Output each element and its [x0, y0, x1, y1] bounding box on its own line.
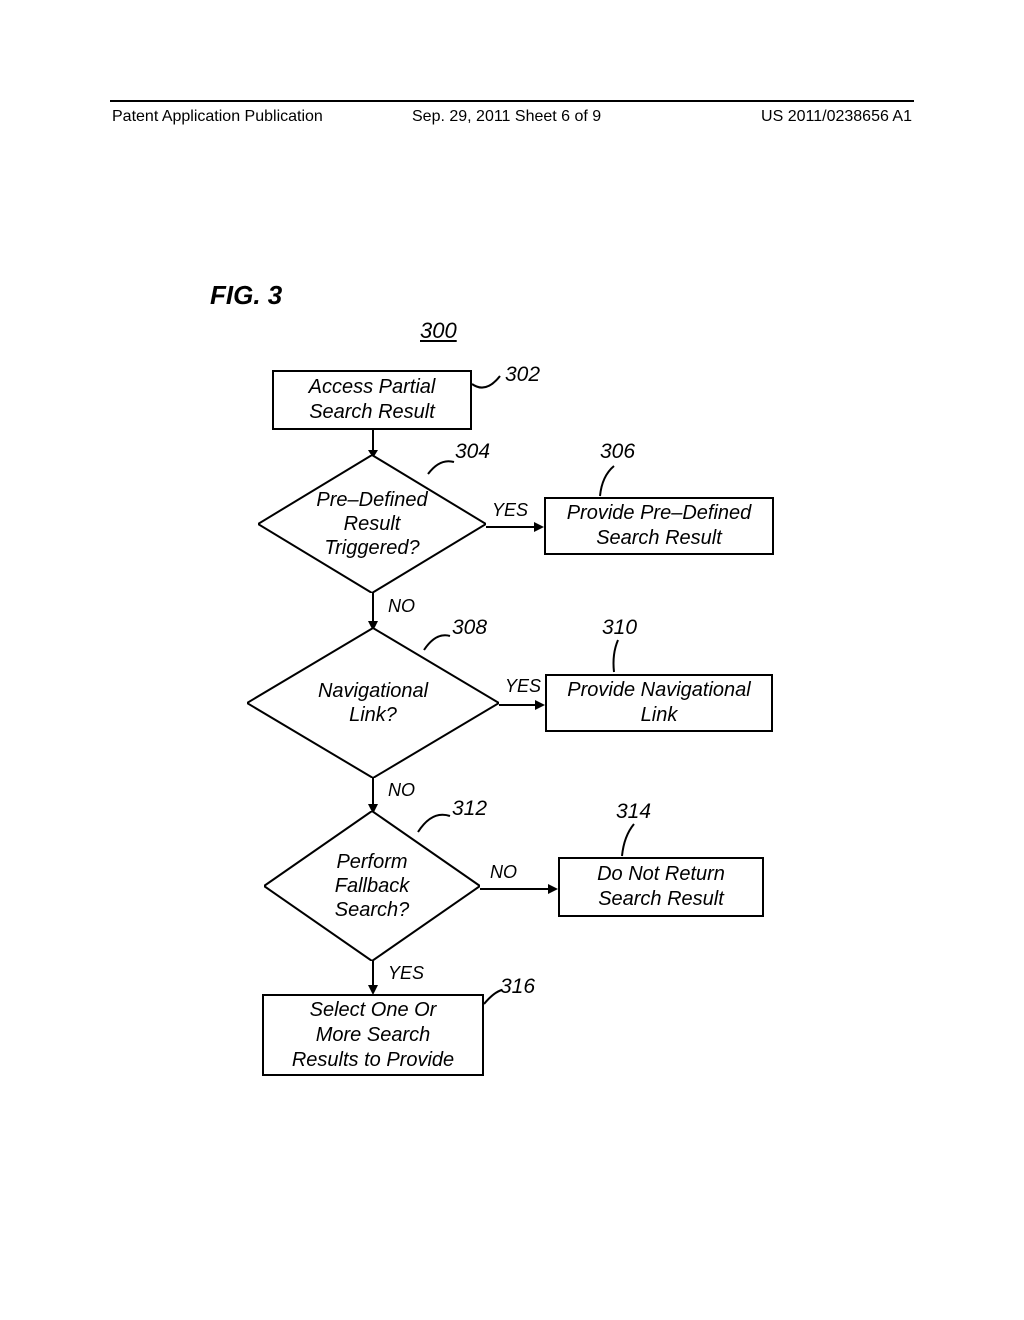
leader-306 — [596, 466, 620, 498]
arrow-312-314 — [480, 886, 558, 892]
figure-number: 300 — [420, 318, 457, 344]
process-box-310: Provide Navigational Link — [545, 674, 773, 732]
ref-302: 302 — [505, 363, 540, 387]
decision-308: Navigational Link? — [247, 628, 499, 778]
leader-316 — [484, 988, 504, 1008]
ref-306: 306 — [600, 440, 635, 464]
diamond-304-text: Pre–Defined Result Triggered? — [316, 488, 427, 560]
arrow-308-310 — [499, 702, 545, 708]
process-box-306: Provide Pre–Defined Search Result — [544, 497, 774, 555]
patent-page: Patent Application Publication Sep. 29, … — [0, 0, 1024, 1320]
ref-316: 316 — [500, 975, 535, 999]
ref-310: 310 — [602, 616, 637, 640]
label-304-no: NO — [388, 596, 415, 617]
process-box-314: Do Not Return Search Result — [558, 857, 764, 917]
arrow-312-316 — [370, 961, 376, 995]
leader-310 — [610, 640, 628, 674]
arrow-302-304 — [370, 430, 376, 458]
arrow-304-306 — [486, 524, 544, 530]
ref-314: 314 — [616, 800, 651, 824]
diamond-312-text: Perform Fallback Search? — [335, 850, 410, 922]
label-308-yes: YES — [505, 676, 541, 697]
box-310-text: Provide Navigational Link — [567, 678, 750, 728]
leader-302 — [472, 372, 506, 396]
figure-title: FIG. 3 — [210, 280, 282, 311]
box-302-text: Access Partial Search Result — [309, 375, 436, 425]
label-308-no: NO — [388, 780, 415, 801]
diamond-308-text: Navigational Link? — [318, 679, 428, 727]
decision-304: Pre–Defined Result Triggered? — [258, 455, 486, 593]
leader-314 — [620, 824, 642, 858]
box-314-text: Do Not Return Search Result — [597, 862, 725, 912]
box-316-text: Select One Or More Search Results to Pro… — [292, 998, 454, 1073]
header-left: Patent Application Publication — [112, 108, 323, 126]
header-center: Sep. 29, 2011 Sheet 6 of 9 — [412, 108, 601, 126]
decision-312: Perform Fallback Search? — [264, 811, 480, 961]
arrow-308-312 — [370, 778, 376, 814]
header-right: US 2011/0238656 A1 — [761, 108, 912, 126]
process-box-316: Select One Or More Search Results to Pro… — [262, 994, 484, 1076]
label-304-yes: YES — [492, 500, 528, 521]
box-306-text: Provide Pre–Defined Search Result — [567, 501, 752, 551]
arrow-304-308 — [370, 593, 376, 631]
process-box-302: Access Partial Search Result — [272, 370, 472, 430]
header-rule — [110, 100, 914, 102]
label-312-yes: YES — [388, 963, 424, 984]
label-312-no: NO — [490, 862, 517, 883]
